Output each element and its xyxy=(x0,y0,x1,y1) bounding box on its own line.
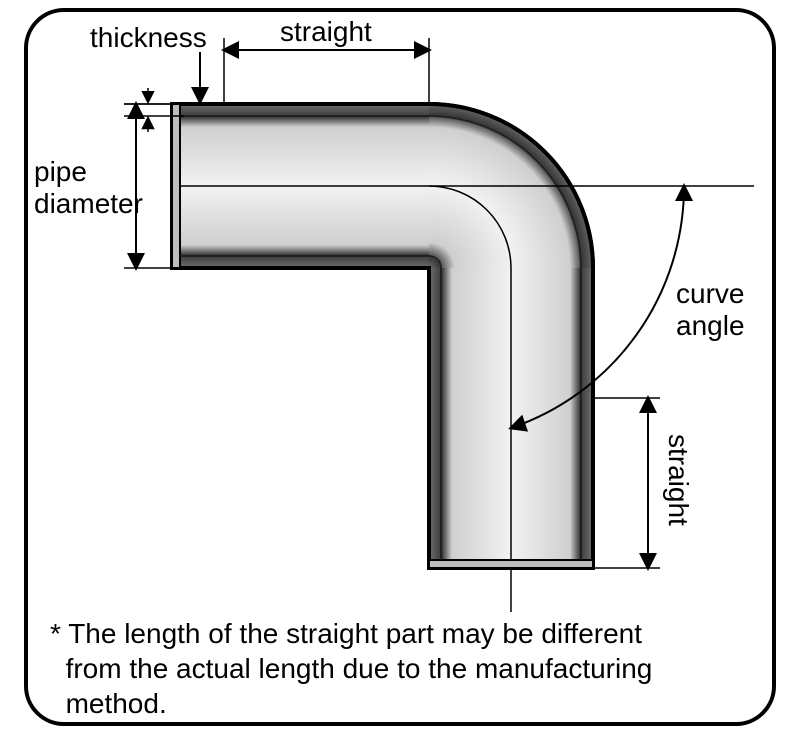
label-angle: angle xyxy=(676,310,745,341)
label-curve-angle: curve angle xyxy=(676,278,745,342)
diagram-frame: thickness straight pipe diameter curve a… xyxy=(0,0,800,734)
label-straight-top: straight xyxy=(280,16,372,48)
label-diameter: diameter xyxy=(34,188,143,219)
label-thickness: thickness xyxy=(90,22,207,54)
footnote: * The length of the straight part may be… xyxy=(50,616,760,721)
label-straight-right: straight xyxy=(662,434,694,526)
bore-bottom xyxy=(180,256,441,560)
label-curve: curve xyxy=(676,278,744,309)
footnote-l3: method. xyxy=(66,688,167,719)
footnote-l2: from the actual length due to the manufa… xyxy=(66,653,653,684)
end-cap-bottom xyxy=(429,560,593,568)
footnote-asterisk: * xyxy=(50,618,61,649)
footnote-l1: The length of the straight part may be d… xyxy=(68,618,642,649)
end-cap-left xyxy=(172,104,180,268)
label-pipe: pipe xyxy=(34,156,87,187)
label-pipe-diameter: pipe diameter xyxy=(34,156,143,220)
